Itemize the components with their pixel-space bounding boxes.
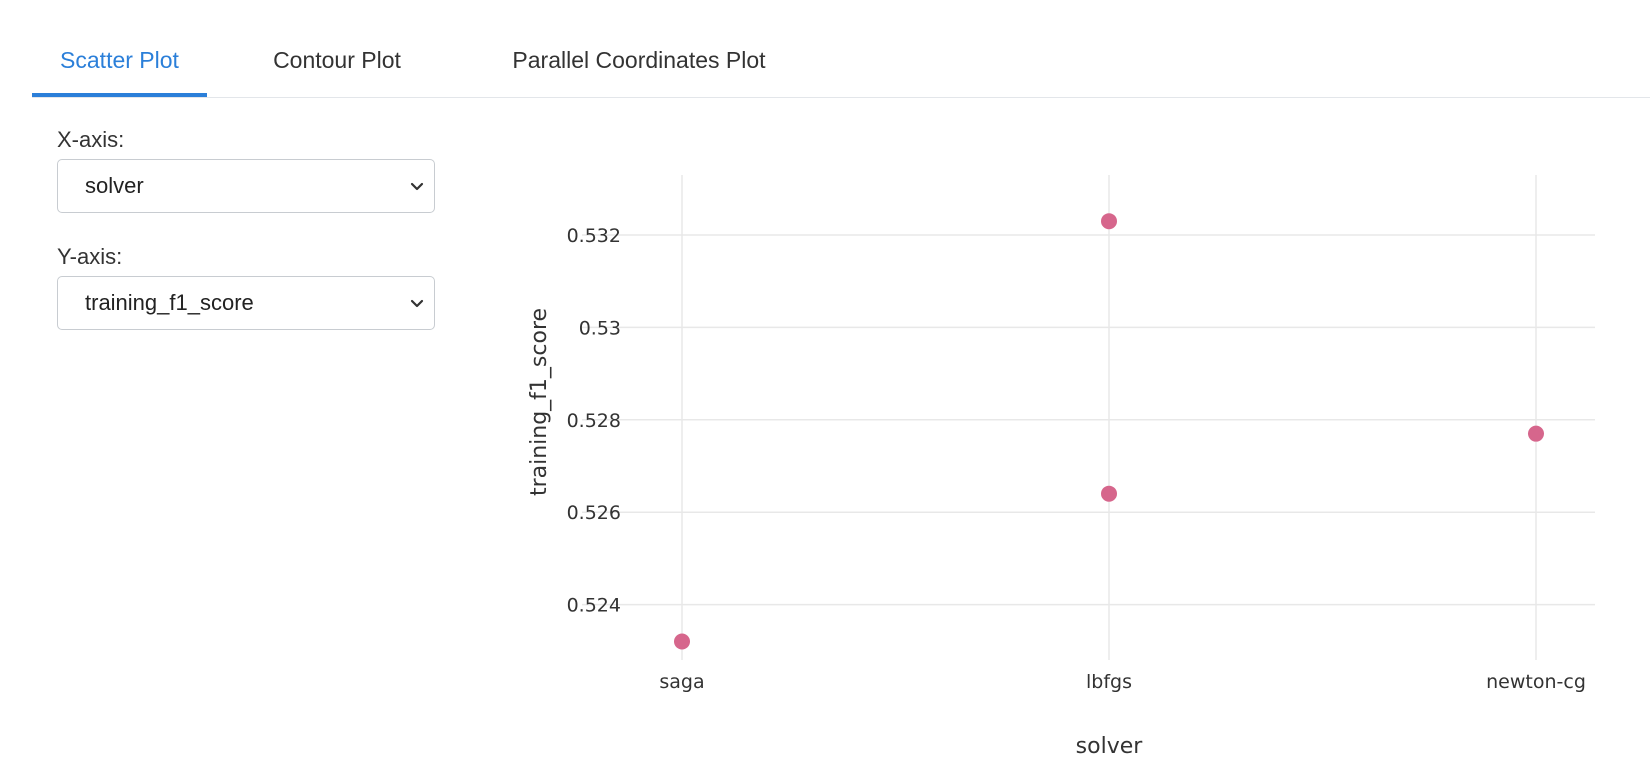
chevron-down-icon <box>410 182 424 191</box>
tab-bar: Scatter Plot Contour Plot Parallel Coord… <box>32 0 1650 98</box>
y-axis-label: Y-axis: <box>57 244 123 269</box>
scatter-point <box>674 633 690 650</box>
y-tick-label: 0.528 <box>567 410 621 432</box>
tab-scatter-plot[interactable]: Scatter Plot <box>32 0 207 97</box>
scatter-point <box>1528 425 1544 442</box>
y-tick-label: 0.53 <box>579 317 621 339</box>
y-axis-title: training_f1_score <box>527 308 552 496</box>
x-axis-label: X-axis: <box>57 127 125 152</box>
tab-parallel-coordinates-plot[interactable]: Parallel Coordinates Plot <box>512 47 766 73</box>
y-tick-label: 0.526 <box>567 502 621 524</box>
y-axis-select-value: training_f1_score <box>85 290 254 315</box>
tab-contour-plot[interactable]: Contour Plot <box>273 47 401 73</box>
scatter-point <box>1101 485 1117 502</box>
y-tick-label: 0.532 <box>567 225 621 247</box>
x-tick-label: newton-cg <box>1486 671 1586 693</box>
x-axis-select-value: solver <box>85 173 144 198</box>
scatter-point <box>1101 213 1117 230</box>
chevron-down-icon <box>410 299 424 308</box>
x-tick-label: lbfgs <box>1086 671 1132 693</box>
y-axis-select[interactable]: training_f1_score <box>57 276 435 330</box>
x-tick-label: saga <box>659 671 704 693</box>
y-tick-label: 0.524 <box>567 595 621 617</box>
x-axis-select[interactable]: solver <box>57 159 435 213</box>
scatter-chart: 0.524 0.526 0.528 0.53 0.532 saga lbfgs newton-… <box>527 175 1595 759</box>
x-axis-title: solver <box>1076 734 1144 759</box>
